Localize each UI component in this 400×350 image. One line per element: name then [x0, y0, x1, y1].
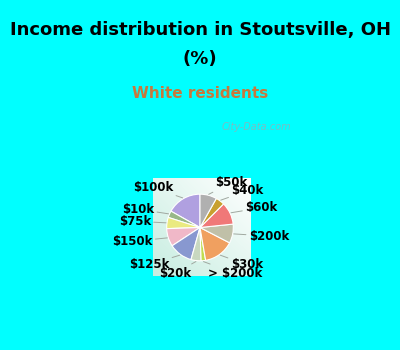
Text: $125k: $125k: [129, 255, 180, 271]
Wedge shape: [200, 224, 233, 243]
Text: $100k: $100k: [133, 181, 183, 198]
Wedge shape: [200, 198, 224, 228]
Text: $75k: $75k: [119, 215, 166, 228]
Wedge shape: [191, 228, 201, 261]
Text: Income distribution in Stoutsville, OH: Income distribution in Stoutsville, OH: [10, 21, 390, 39]
Text: $60k: $60k: [231, 201, 277, 214]
Text: $50k: $50k: [209, 176, 247, 194]
Wedge shape: [168, 211, 200, 228]
Text: $200k: $200k: [234, 230, 289, 243]
Text: City-Data.com: City-Data.com: [222, 122, 291, 132]
Wedge shape: [200, 194, 216, 228]
Wedge shape: [200, 228, 230, 260]
Text: $10k: $10k: [122, 203, 168, 216]
Text: $150k: $150k: [112, 235, 167, 248]
Wedge shape: [171, 194, 200, 228]
Text: > $200k: > $200k: [204, 261, 262, 280]
Text: $20k: $20k: [159, 261, 196, 280]
Wedge shape: [200, 204, 233, 228]
Wedge shape: [200, 228, 206, 261]
Text: $30k: $30k: [220, 255, 263, 271]
Text: White residents: White residents: [132, 86, 268, 101]
Text: (%): (%): [183, 50, 217, 68]
Text: $40k: $40k: [221, 184, 264, 200]
Wedge shape: [172, 228, 200, 260]
Wedge shape: [167, 217, 200, 229]
Wedge shape: [167, 228, 200, 246]
